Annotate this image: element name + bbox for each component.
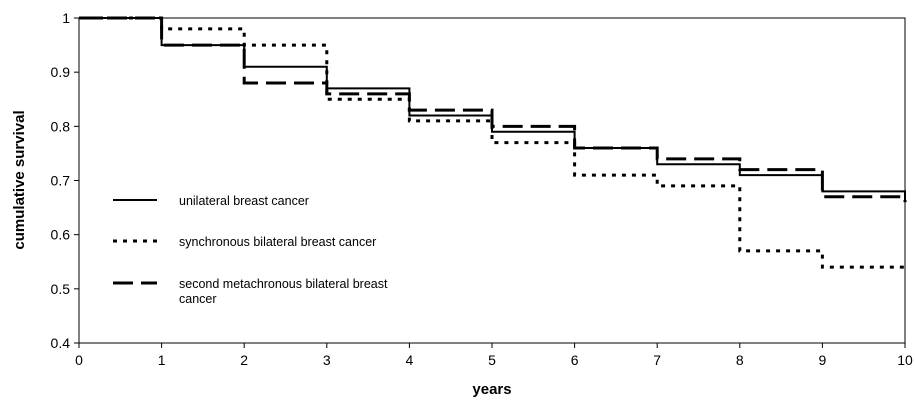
y-axis: 0.4 0.5 0.6 0.7 0.8 0.9 1 (51, 10, 79, 351)
series-line-dashed (79, 16, 907, 203)
series-layer (79, 16, 907, 269)
x-tick-label: 6 (571, 352, 579, 368)
legend-label: synchronous bilateral breast cancer (179, 235, 376, 249)
y-tick-label: 0.6 (51, 227, 71, 243)
legend-label: second metachronous bilateral breast (179, 277, 388, 291)
legend-label: unilateral breast cancer (179, 194, 309, 208)
x-tick-label: 1 (158, 352, 166, 368)
y-tick-label: 0.5 (51, 281, 71, 297)
x-tick-label: 7 (653, 352, 661, 368)
x-tick-label: 3 (323, 352, 331, 368)
y-tick-label: 0.4 (51, 335, 71, 351)
legend: unilateral breast cancer synchronous bila… (113, 194, 388, 306)
x-tick-label: 9 (819, 352, 827, 368)
x-tick-label: 4 (406, 352, 414, 368)
y-tick-label: 1 (62, 10, 70, 26)
y-tick-label: 0.9 (51, 64, 71, 80)
x-axis-title: years (472, 381, 511, 398)
y-axis-title: cumulative survival (11, 110, 28, 249)
x-tick-label: 10 (897, 352, 913, 368)
x-tick-label: 2 (240, 352, 248, 368)
y-tick-label: 0.7 (51, 173, 71, 189)
x-tick-label: 0 (75, 352, 83, 368)
x-axis: 0 1 2 3 4 5 6 7 8 9 10 (75, 343, 913, 368)
series-line-dotted (79, 16, 905, 269)
y-tick-label: 0.8 (51, 118, 71, 134)
x-tick-label: 5 (488, 352, 496, 368)
legend-label: cancer (179, 292, 217, 306)
x-tick-label: 8 (736, 352, 744, 368)
